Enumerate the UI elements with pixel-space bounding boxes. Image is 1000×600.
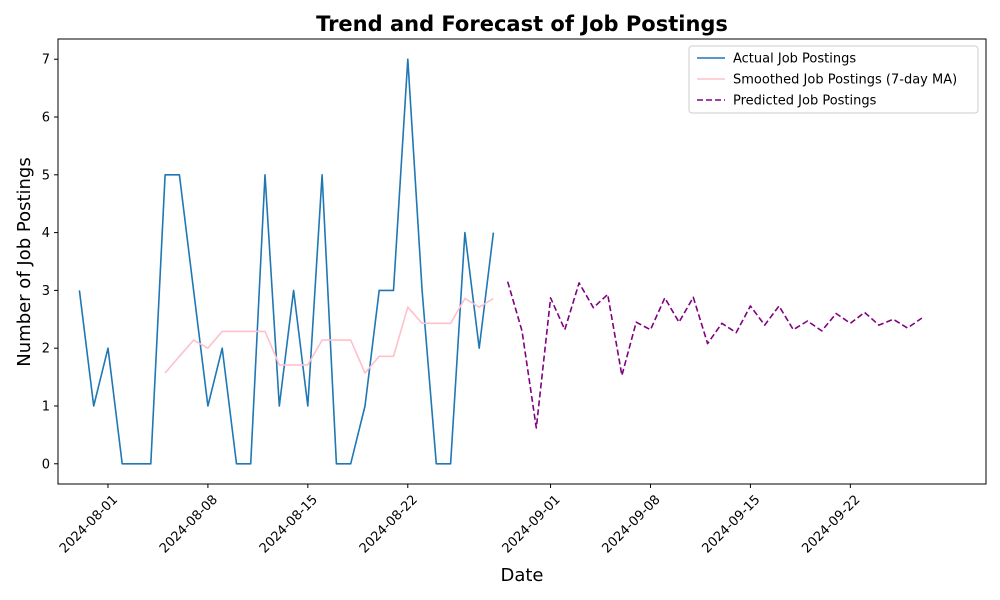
smoothed-job-postings-7-day-ma-line	[164, 297, 494, 374]
legend-label: Smoothed Job Postings (7-day MA)	[733, 73, 957, 88]
legend-label: Predicted Job Postings	[733, 94, 877, 109]
actual-job-postings-line	[78, 58, 495, 465]
x-axis-title: Date	[500, 565, 543, 586]
predicted-job-postings-line	[506, 281, 923, 429]
y-tick-label: 0	[42, 457, 50, 472]
y-tick-label: 3	[42, 284, 50, 299]
legend-box	[688, 45, 979, 114]
y-tick-label: 5	[42, 168, 50, 183]
y-axis-ticks: 0 1 2 3 4 5 6 7	[42, 53, 58, 472]
y-axis-title: Number of Job Postings	[14, 157, 35, 366]
y-tick-label: 2	[42, 342, 50, 357]
legend-label: Actual Job Postings	[733, 52, 856, 67]
y-tick-label: 7	[42, 53, 50, 68]
legend: Actual Job Postings Smoothed Job Postings…	[688, 45, 979, 114]
y-tick-label: 1	[42, 399, 50, 414]
plot-lines	[78, 58, 923, 465]
plot-frame	[57, 38, 987, 485]
y-tick-label: 6	[42, 111, 50, 126]
y-tick-label: 4	[42, 226, 50, 241]
chart-title: Trend and Forecast of Job Postings	[316, 12, 728, 36]
